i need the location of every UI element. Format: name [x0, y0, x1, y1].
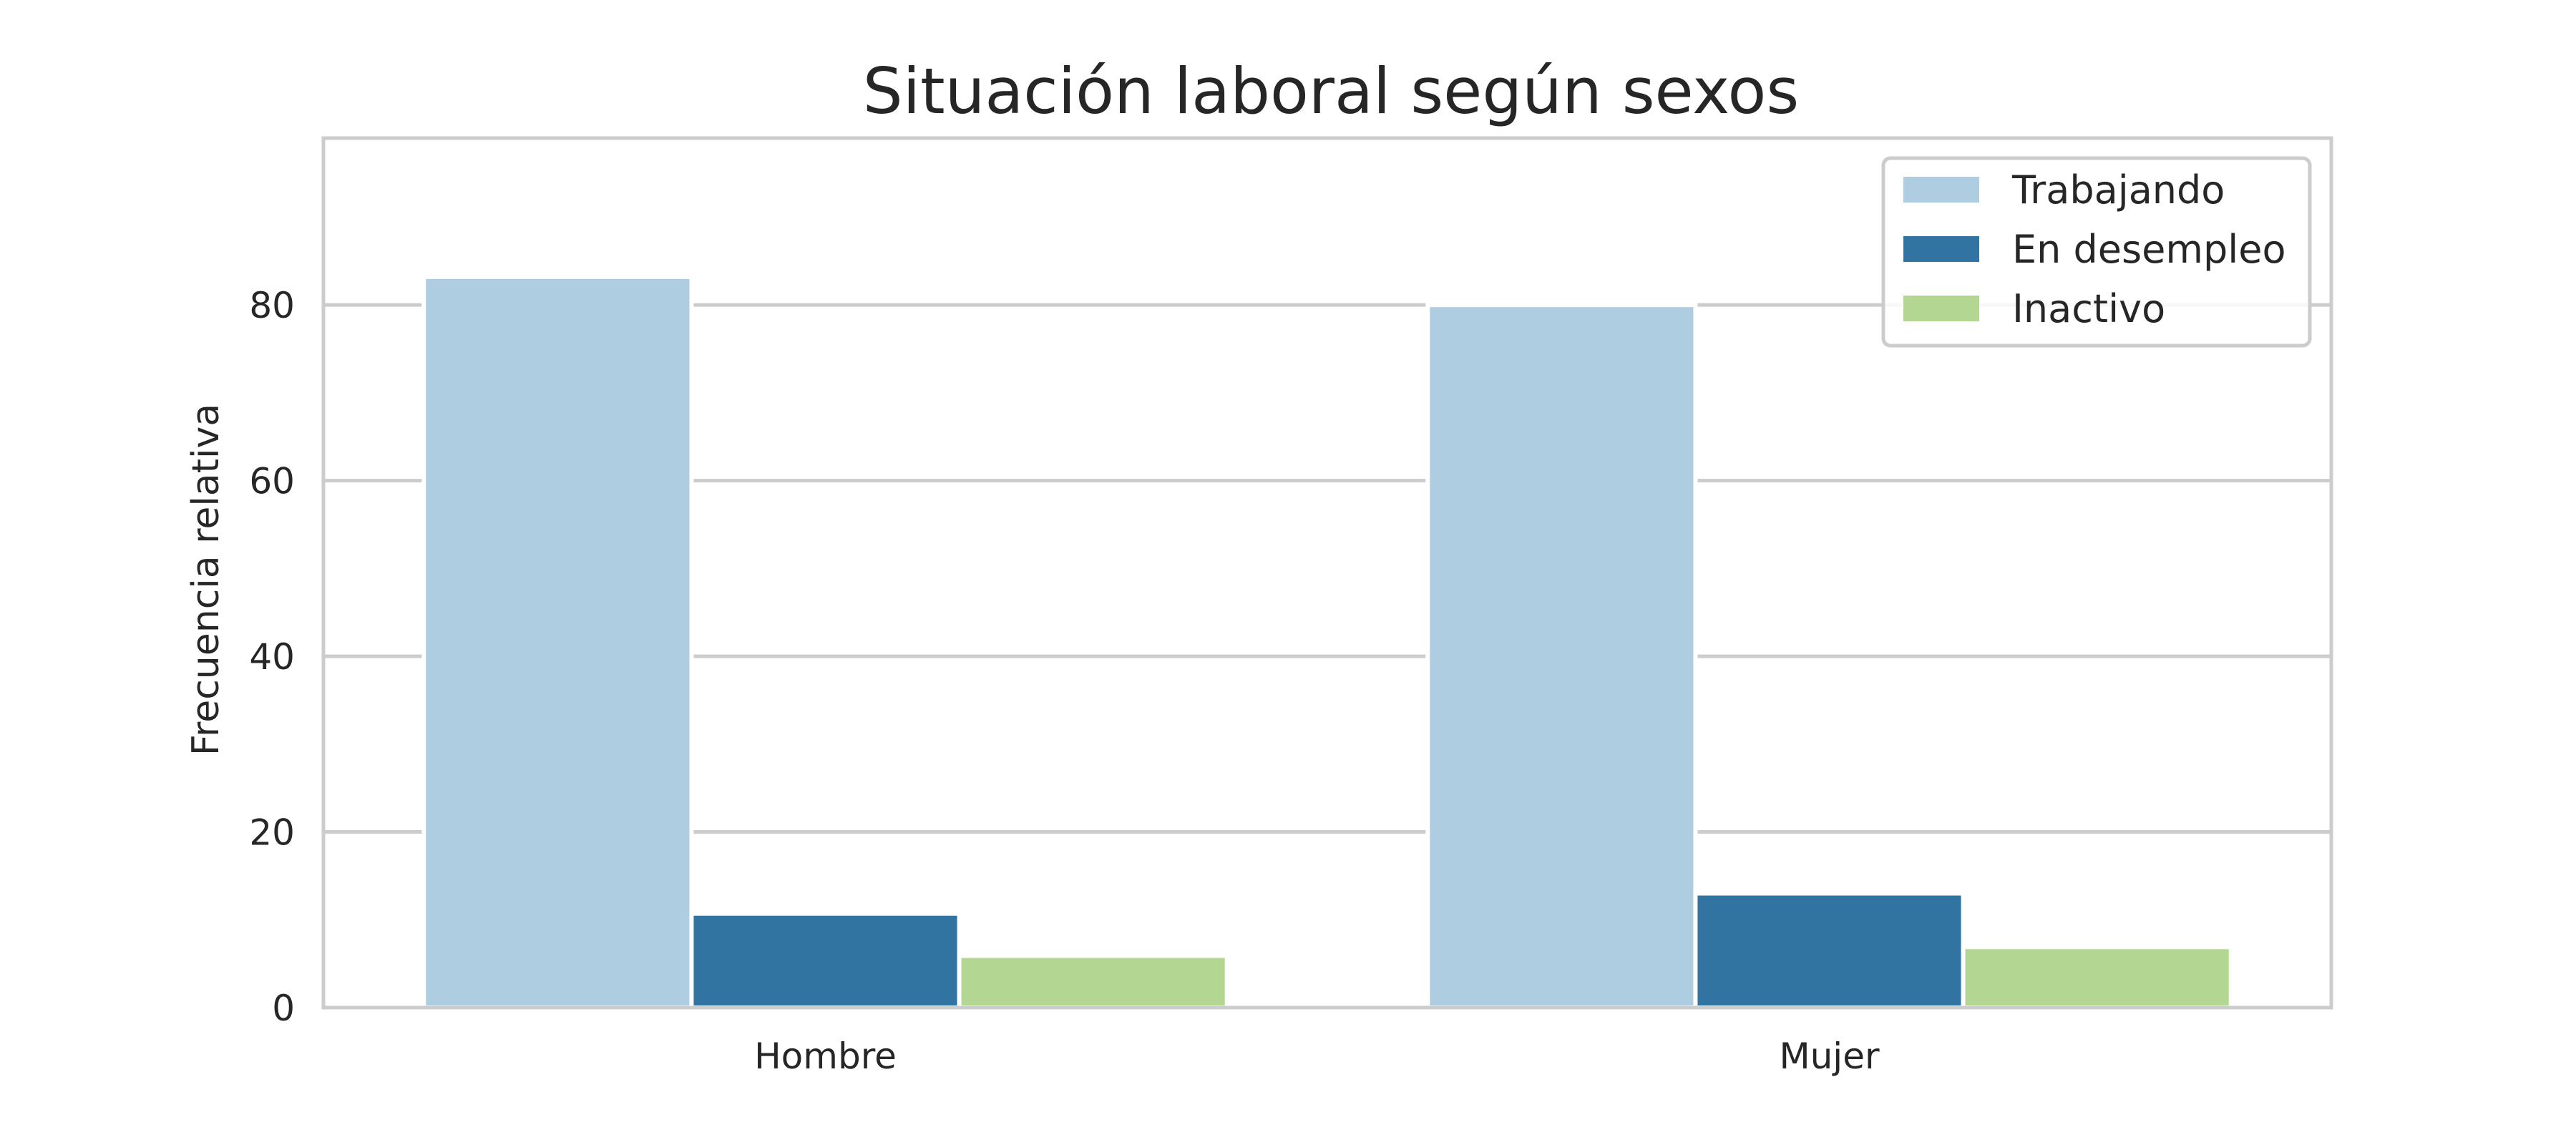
bars — [421, 274, 2233, 1010]
legend-swatch-en-desempleo — [1903, 236, 1979, 262]
y-tick-label: 80 — [249, 285, 295, 326]
bar-en-desempleo-mujer — [1693, 891, 1966, 1010]
y-tick-label: 20 — [249, 812, 295, 854]
legend-label-inactivo: Inactivo — [2012, 286, 2165, 331]
legend-label-en-desempleo: En desempleo — [2012, 227, 2286, 272]
plot-frame — [321, 136, 2333, 1010]
legend-label-trabajando: Trabajando — [2011, 167, 2225, 213]
legend: Trabajando En desempleo Inactivo — [1881, 156, 2312, 348]
bar-inactivo-mujer — [1961, 945, 2233, 1010]
x-tick-label: Mujer — [1779, 1036, 1879, 1077]
legend-box — [1881, 156, 2312, 348]
y-tick-label: 40 — [249, 636, 295, 678]
bar-trabajando-mujer — [1425, 303, 1698, 1010]
bar-en-desempleo-hombre — [689, 911, 962, 1010]
legend-swatch-inactivo — [1903, 296, 1979, 321]
chart-title: Situación laboral según sexos — [863, 54, 1799, 128]
x-tick-label: Hombre — [754, 1036, 897, 1077]
bar-inactivo-hombre — [957, 953, 1229, 1010]
legend-swatch-trabajando — [1903, 177, 1979, 203]
y-tick-label: 0 — [272, 988, 295, 1029]
x-tick-labels: Hombre Mujer — [754, 1036, 1880, 1077]
y-axis-label: Frecuencia relativa — [185, 404, 228, 756]
y-tick-label: 60 — [249, 461, 295, 502]
y-tick-labels: 0 20 40 60 80 — [249, 285, 295, 1029]
bar-trabajando-hombre — [421, 274, 694, 1010]
